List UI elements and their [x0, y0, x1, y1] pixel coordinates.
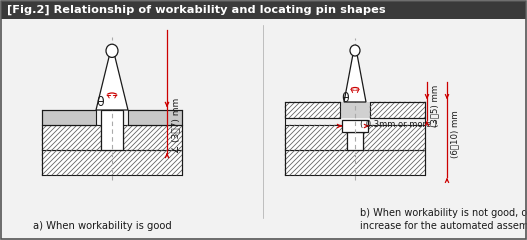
- Bar: [285, 150, 425, 175]
- Bar: [1, 1, 526, 19]
- Ellipse shape: [350, 45, 360, 56]
- Polygon shape: [96, 55, 128, 110]
- Bar: [285, 125, 347, 150]
- Bar: [42, 150, 182, 175]
- Ellipse shape: [106, 44, 118, 57]
- Bar: [285, 102, 425, 118]
- Text: ∠ (3～7) mm: ∠ (3～7) mm: [171, 97, 180, 153]
- Text: ( 0.3mm or more ): ( 0.3mm or more ): [360, 120, 437, 130]
- Text: (3～5) mm: (3～5) mm: [430, 85, 439, 127]
- Polygon shape: [344, 54, 366, 102]
- Bar: [363, 125, 425, 150]
- Text: θ: θ: [341, 91, 349, 104]
- Bar: [101, 110, 123, 150]
- Text: a) When workability is good: a) When workability is good: [33, 221, 171, 231]
- Text: b) When workability is not good, or when reliability
increase for the automated : b) When workability is not good, or when…: [360, 208, 527, 231]
- Bar: [128, 110, 182, 125]
- Bar: [370, 102, 425, 118]
- Bar: [347, 132, 363, 150]
- Bar: [285, 102, 340, 118]
- Text: (6～10) mm: (6～10) mm: [450, 111, 459, 158]
- Text: θ: θ: [96, 96, 104, 109]
- Bar: [42, 125, 101, 150]
- Bar: [123, 125, 182, 150]
- Bar: [342, 120, 368, 132]
- Text: [Fig.2] Relationship of workability and locating pin shapes: [Fig.2] Relationship of workability and …: [7, 5, 386, 15]
- Bar: [42, 110, 96, 125]
